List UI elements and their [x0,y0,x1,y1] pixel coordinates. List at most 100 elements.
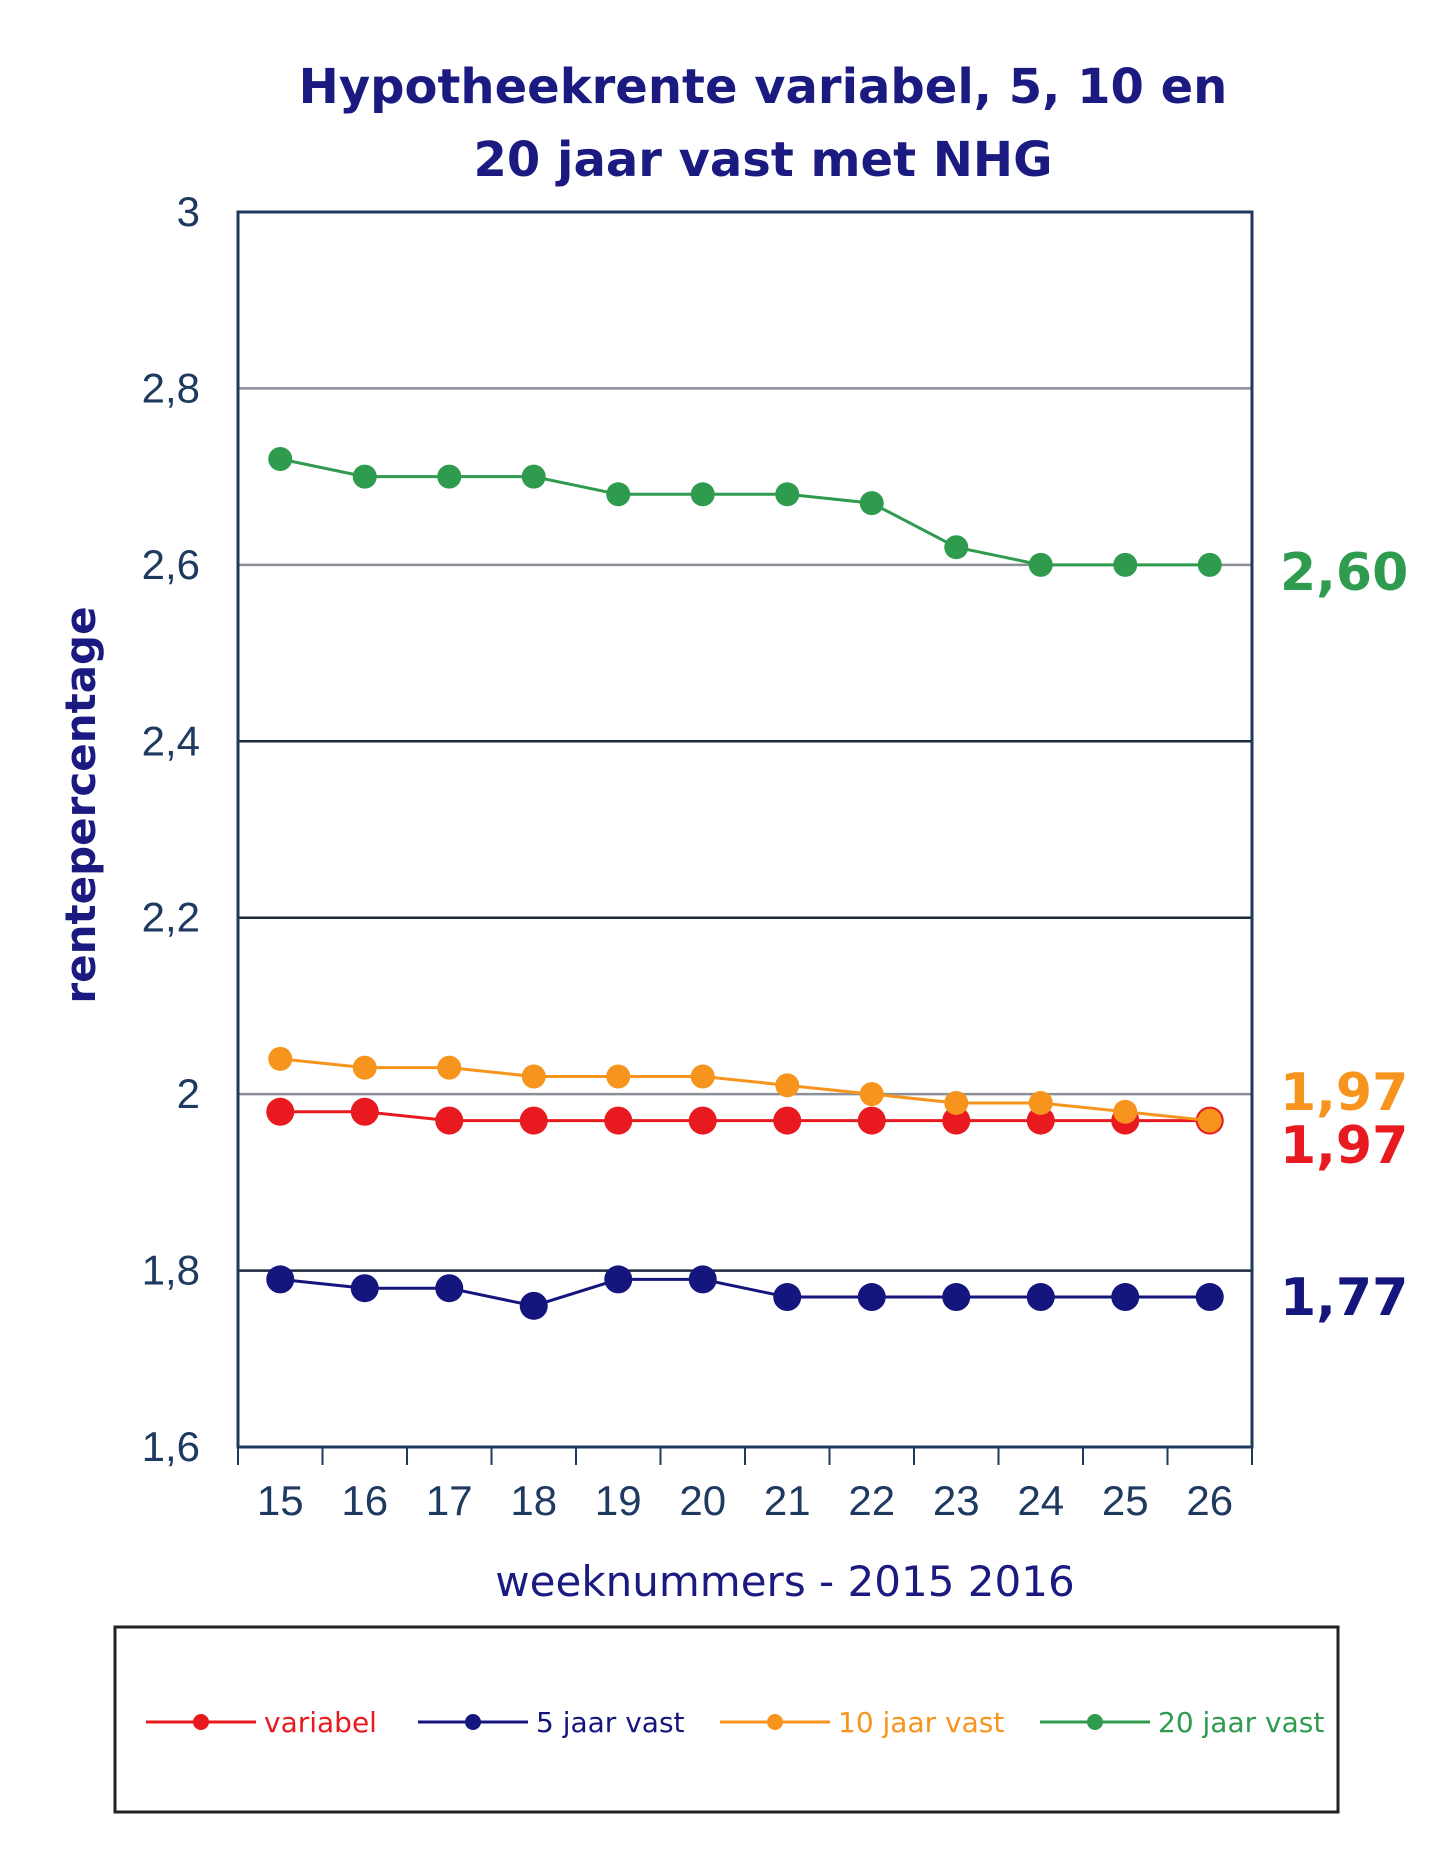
data-point [435,1274,464,1303]
x-tick-label: 15 [257,1477,304,1524]
y-axis-ticks: 1,6 1,8 2 2,2 2,4 2,6 2,8 3 [142,188,200,1470]
y-tick-label: 2,6 [142,541,200,588]
series-20-jaar-vast [268,447,1222,577]
x-axis-ticks: 15 16 17 18 19 20 21 22 23 24 25 26 [237,1447,1253,1524]
data-point [775,482,800,507]
series-line [280,1057,1210,1123]
data-point [942,1283,971,1312]
x-tick-label: 17 [426,1477,473,1524]
data-point [859,491,884,516]
data-point [857,1283,886,1312]
end-value-label: 2,60 [1280,543,1408,603]
data-point [606,482,631,507]
legend-item: variabel [146,1706,377,1739]
data-point [604,1265,633,1294]
data-point [350,1097,379,1126]
data-point [690,1064,715,1089]
data-point [521,1064,546,1089]
x-tick-label: 23 [933,1477,980,1524]
y-tick-label: 1,8 [142,1247,200,1294]
data-point [942,1106,971,1135]
legend: variabel 5 jaar vast 10 jaar vast 20 jaar v… [146,1706,1324,1739]
data-point [688,1106,717,1135]
legend-label: 20 jaar vast [1158,1706,1324,1739]
y-axis-label: rentepercentage [56,606,105,1003]
data-point [1197,1108,1222,1133]
data-point [857,1106,886,1135]
grid-lines [238,387,1252,1272]
legend-swatch-marker [465,1714,481,1730]
data-point [352,464,377,489]
x-tick-label: 20 [679,1477,726,1524]
series-10-jaar-vast [268,1046,1222,1133]
legend-label: 5 jaar vast [536,1706,685,1739]
data-point [266,1097,295,1126]
x-tick-label: 19 [595,1477,642,1524]
data-point [268,1046,293,1071]
data-point [1026,1106,1055,1135]
legend-swatch-marker [1087,1714,1103,1730]
end-value-label: 1,97 [1280,1063,1408,1123]
data-point [1195,1283,1224,1312]
y-tick-label: 2,4 [142,717,200,764]
end-value-label: 1,77 [1280,1268,1408,1328]
x-tick-label: 25 [1102,1477,1149,1524]
data-point [775,1073,800,1098]
end-value-label: 1,97 [1280,1116,1408,1176]
data-point [350,1274,379,1303]
data-point [1028,552,1053,577]
legend-swatch-marker [193,1714,209,1730]
data-point [773,1283,802,1312]
series-line [280,1110,1210,1123]
y-tick-label: 2,8 [142,364,200,411]
legend-label: variabel [264,1706,377,1739]
series-line [279,457,1210,567]
y-tick-label: 2,2 [142,894,200,941]
y-tick-label: 3 [177,188,200,235]
x-tick-label: 24 [1017,1477,1064,1524]
data-point [690,482,715,507]
chart-title-line1: Hypotheekrente variabel, 5, 10 en [299,59,1228,115]
y-tick-label: 2 [177,1070,200,1117]
legend-item: 10 jaar vast [720,1706,1004,1739]
data-point [266,1265,295,1294]
data-point [1026,1283,1055,1312]
legend-box [113,1625,1340,1814]
x-tick-label: 26 [1186,1477,1233,1524]
data-point [268,447,293,471]
legend-label: 10 jaar vast [838,1706,1004,1739]
data-point [606,1064,631,1089]
data-point [944,1090,969,1115]
data-point [519,1106,548,1135]
data-point [1113,552,1138,577]
data-point [1197,552,1222,577]
series-variabel [266,1097,1224,1135]
x-tick-label: 22 [848,1477,895,1524]
data-point [1113,1099,1138,1124]
y-tick-label: 1,6 [142,1423,200,1470]
data-point [1028,1090,1053,1115]
x-tick-label: 18 [510,1477,557,1524]
series-group [266,447,1224,1320]
data-point [944,535,969,560]
plot-area-frame [236,210,1254,1449]
series-line [280,1277,1210,1308]
legend-swatch-marker [767,1714,783,1730]
x-tick-label: 21 [764,1477,811,1524]
data-point [773,1106,802,1135]
legend-item: 5 jaar vast [418,1706,685,1739]
legend-item: 20 jaar vast [1040,1706,1324,1739]
data-point [437,1055,462,1080]
series-5-jaar-vast [266,1265,1224,1320]
data-point [688,1265,717,1294]
data-point [437,464,462,489]
end-value-labels: 1,97 1,77 1,97 2,60 [1280,543,1408,1328]
data-point [519,1291,548,1320]
chart-title-line2: 20 jaar vast met NHG [474,132,1053,188]
data-point [352,1055,377,1080]
data-point [521,464,546,489]
data-point [435,1106,464,1135]
data-point [859,1082,884,1107]
x-axis-label: weeknummers - 2015 2016 [495,1557,1074,1606]
